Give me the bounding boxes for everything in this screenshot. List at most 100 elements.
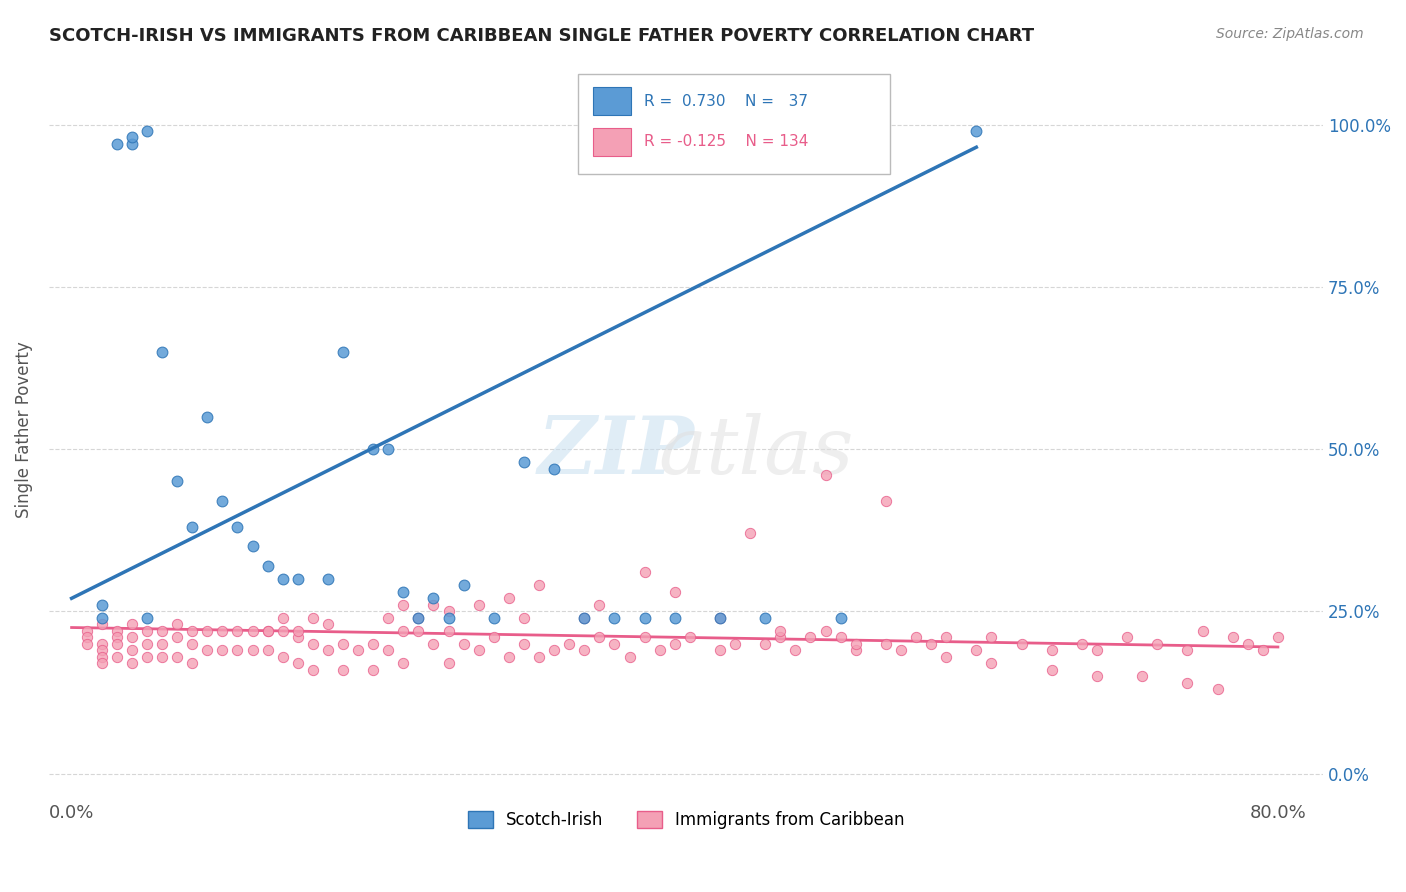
FancyBboxPatch shape (578, 74, 890, 174)
Point (830, 630, 852, 644)
Point (90, 649, 112, 664)
Point (845, 643, 868, 657)
Point (513, 611, 536, 625)
Point (1146, 637, 1168, 651)
Text: Source: ZipAtlas.com: Source: ZipAtlas.com (1216, 27, 1364, 41)
Text: atlas: atlas (658, 413, 853, 491)
Point (754, 611, 776, 625)
Point (633, 566, 655, 580)
Point (664, 584, 686, 599)
Point (316, 617, 339, 632)
Point (392, 584, 415, 599)
Text: ZIP: ZIP (537, 413, 695, 491)
Point (875, 637, 897, 651)
Point (211, 624, 233, 638)
Point (1206, 682, 1229, 697)
Point (150, 649, 173, 664)
Point (332, 344, 354, 359)
Point (302, 663, 325, 677)
Point (166, 630, 188, 644)
Point (271, 624, 294, 638)
Point (166, 649, 188, 664)
Point (256, 558, 278, 573)
Point (799, 630, 821, 644)
Point (271, 649, 294, 664)
Point (195, 409, 218, 424)
Point (633, 611, 655, 625)
Point (890, 643, 912, 657)
Point (121, 643, 143, 657)
Point (437, 657, 460, 671)
Point (242, 624, 264, 638)
Point (1236, 637, 1258, 651)
Point (195, 624, 218, 638)
Point (453, 578, 475, 592)
Point (181, 657, 204, 671)
Point (90, 617, 112, 632)
Point (361, 442, 384, 456)
Point (574, 611, 596, 625)
Point (664, 611, 686, 625)
Text: SCOTCH-IRISH VS IMMIGRANTS FROM CARIBBEAN SINGLE FATHER POVERTY CORRELATION CHAR: SCOTCH-IRISH VS IMMIGRANTS FROM CARIBBEA… (49, 27, 1035, 45)
Point (361, 663, 384, 677)
Point (121, 657, 143, 671)
Point (316, 643, 339, 657)
Point (105, 630, 128, 644)
Point (287, 572, 309, 586)
Point (105, 637, 128, 651)
Point (361, 637, 384, 651)
Point (422, 598, 444, 612)
Point (1116, 630, 1139, 644)
Point (242, 643, 264, 657)
Point (633, 630, 655, 644)
Point (980, 630, 1002, 644)
Point (76, 624, 98, 638)
Point (437, 624, 460, 638)
Point (332, 637, 354, 651)
Point (256, 624, 278, 638)
Point (1040, 643, 1063, 657)
Point (588, 598, 610, 612)
Point (980, 657, 1002, 671)
Point (769, 624, 792, 638)
Point (740, 526, 762, 541)
Point (181, 637, 204, 651)
Point (242, 540, 264, 554)
Point (513, 637, 536, 651)
Point (527, 649, 550, 664)
Point (90, 643, 112, 657)
Point (1251, 643, 1274, 657)
Point (709, 611, 731, 625)
Point (664, 637, 686, 651)
Point (150, 637, 173, 651)
Point (422, 591, 444, 606)
Point (76, 630, 98, 644)
Point (90, 657, 112, 671)
Point (76, 637, 98, 651)
Point (181, 624, 204, 638)
Point (90, 637, 112, 651)
Point (1040, 663, 1063, 677)
Point (814, 468, 837, 483)
Point (150, 344, 173, 359)
Point (1130, 669, 1153, 683)
Point (392, 657, 415, 671)
Point (619, 649, 641, 664)
Point (785, 643, 807, 657)
Point (498, 591, 520, 606)
Point (498, 649, 520, 664)
Point (302, 637, 325, 651)
Text: R = -0.125    N = 134: R = -0.125 N = 134 (644, 134, 808, 149)
Point (920, 637, 942, 651)
Point (709, 643, 731, 657)
Point (256, 624, 278, 638)
Point (437, 611, 460, 625)
Point (136, 124, 159, 138)
Point (181, 520, 204, 534)
Point (392, 624, 415, 638)
Point (226, 520, 249, 534)
Point (482, 611, 505, 625)
Point (1191, 624, 1213, 638)
Point (875, 494, 897, 508)
Point (226, 643, 249, 657)
